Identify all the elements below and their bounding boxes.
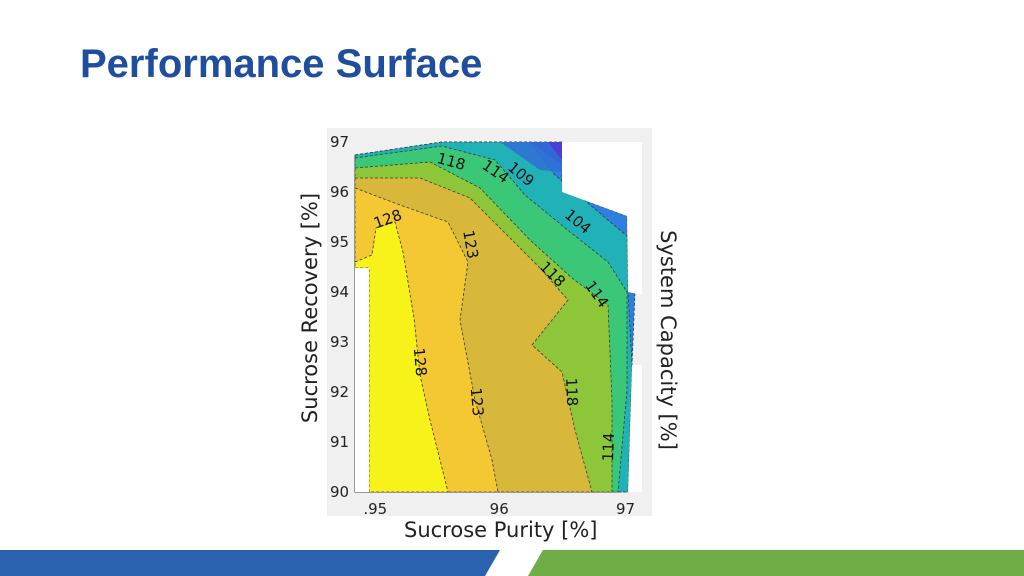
y-tick-label: 90 xyxy=(330,483,349,501)
contour-label: 123 xyxy=(459,229,482,260)
y-tick-label: 92 xyxy=(330,383,349,401)
blank-region xyxy=(355,268,369,492)
contour-surface xyxy=(354,141,642,493)
footer-bar-green xyxy=(528,550,1024,576)
x-tick-label: 96 xyxy=(490,500,509,518)
y-tick-label: 91 xyxy=(330,433,349,451)
contour-region xyxy=(500,142,562,172)
page-title: Performance Surface xyxy=(80,42,483,86)
blank-region xyxy=(562,142,642,295)
y-tick-label: 93 xyxy=(330,333,349,351)
contour-label: 123 xyxy=(467,387,487,417)
footer-bar-blue xyxy=(0,550,500,576)
contour-label: 128 xyxy=(410,347,430,377)
contour-label: 114 xyxy=(599,432,618,461)
blank-region xyxy=(628,365,642,492)
y-tick-label: 96 xyxy=(330,183,349,201)
y-tick-label: 97 xyxy=(330,133,349,151)
colorbar-label: System Capacity [%] xyxy=(656,230,680,450)
x-axis-label: Sucrose Purity [%] xyxy=(404,518,598,542)
y-axis-label: Sucrose Recovery [%] xyxy=(298,192,322,424)
x-tick-label: 97 xyxy=(616,500,635,518)
x-tick-label: .95 xyxy=(363,500,387,518)
y-tick-label: 94 xyxy=(330,283,349,301)
y-tick-label: 95 xyxy=(330,233,349,251)
contour-label: 118 xyxy=(562,377,581,406)
